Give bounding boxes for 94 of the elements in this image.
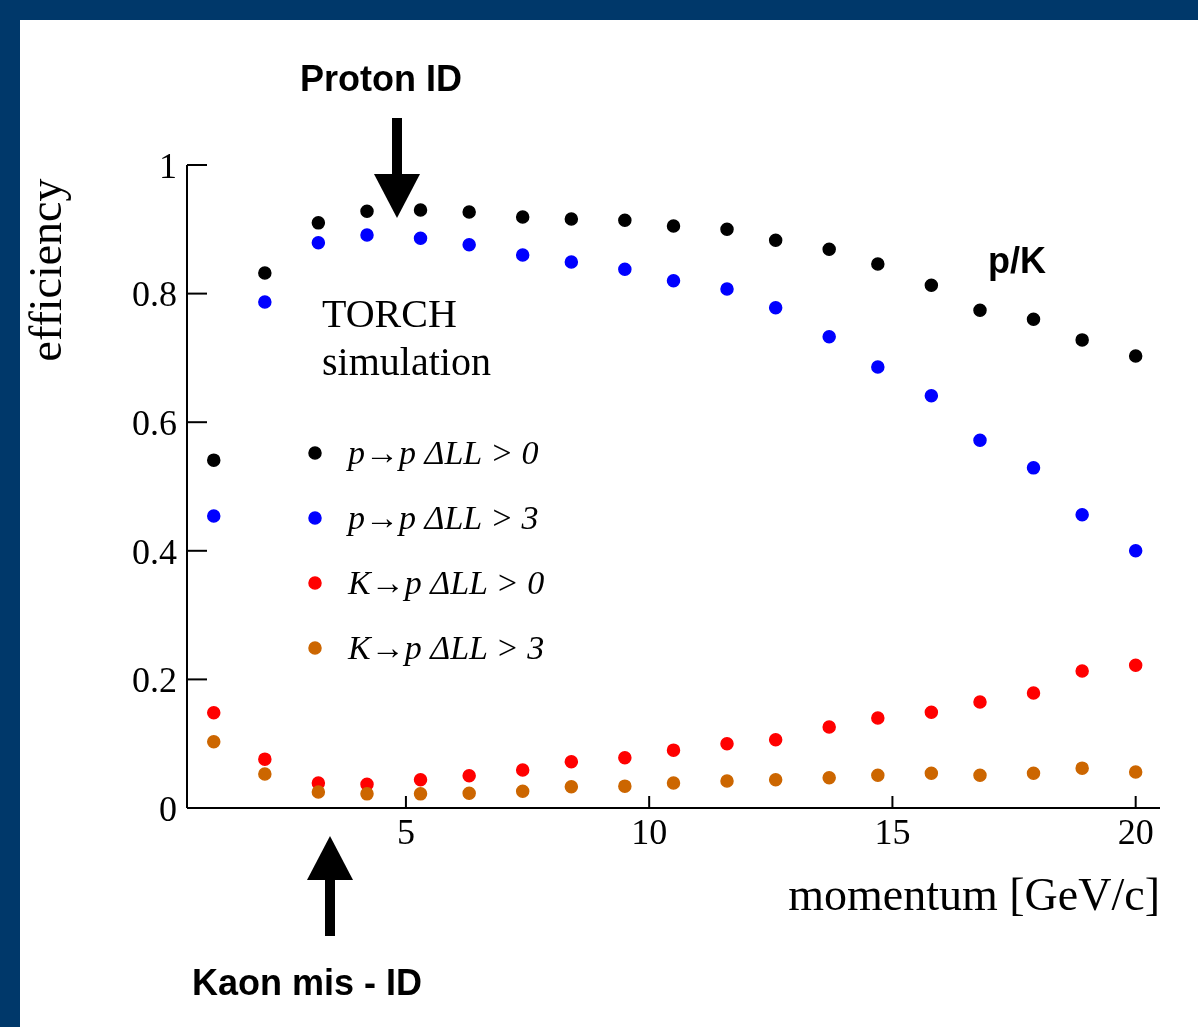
point: [564, 780, 579, 794]
point: [973, 768, 987, 782]
point: [1026, 686, 1041, 700]
point: [207, 706, 221, 720]
point: [720, 774, 734, 788]
point: [515, 763, 530, 777]
point: [1026, 461, 1041, 475]
point: [515, 210, 530, 224]
point: [871, 257, 885, 271]
point: [924, 278, 939, 292]
point: [564, 255, 579, 269]
point: [666, 219, 681, 233]
point: [618, 213, 632, 228]
point: [1128, 658, 1143, 672]
point: [666, 273, 681, 288]
point: [1075, 761, 1089, 775]
y-tick-label: 0: [159, 788, 177, 829]
point: [822, 242, 836, 256]
point: [822, 720, 836, 734]
point: [413, 787, 428, 801]
point: [871, 360, 885, 374]
y-tick-label: 0.4: [132, 531, 177, 572]
point: [207, 509, 221, 523]
annotation: p/K: [988, 240, 1046, 282]
point: [462, 769, 476, 783]
annotation: TORCH simulation: [322, 290, 492, 386]
point: [413, 231, 428, 246]
point: [360, 204, 374, 219]
point: [924, 389, 939, 403]
point: [515, 784, 530, 799]
point: [720, 282, 734, 296]
point: [258, 767, 272, 781]
point: [768, 772, 783, 787]
point: [515, 248, 530, 262]
x-tick-label: 10: [631, 811, 668, 852]
y-tick-label: 0.8: [132, 274, 177, 315]
point: [258, 752, 272, 766]
point: [1075, 664, 1089, 678]
point: [413, 203, 428, 217]
point: [768, 233, 783, 247]
point: [924, 766, 939, 781]
point: [768, 733, 783, 747]
point: [1026, 312, 1041, 327]
point: [924, 705, 939, 719]
legend-label: K→p ΔLL > 3: [348, 628, 545, 667]
point: [618, 262, 632, 276]
x-axis-title: momentum [GeV/c]: [788, 868, 1160, 921]
point: [564, 212, 579, 226]
point: [720, 222, 734, 237]
point: [1128, 544, 1143, 558]
x-tick-label: 20: [1117, 811, 1154, 852]
y-tick-label: 1: [159, 145, 177, 186]
point: [973, 303, 987, 318]
legend-label: p→p ΔLL > 3: [348, 498, 539, 537]
point: [1075, 333, 1089, 347]
point: [618, 751, 632, 765]
point: [564, 754, 579, 769]
text: Proton ID: [300, 58, 462, 100]
point: [311, 216, 326, 230]
point: [1128, 349, 1143, 363]
point: [618, 779, 632, 793]
point: [666, 743, 681, 757]
point: [973, 433, 987, 447]
point: [207, 735, 221, 749]
point: [768, 301, 783, 315]
point: [360, 787, 374, 801]
point: [462, 205, 476, 219]
y-axis-title: efficiency: [18, 178, 72, 362]
legend-label: p→p ΔLL > 0: [348, 433, 539, 472]
point: [822, 771, 836, 785]
point: [1026, 766, 1041, 781]
point: [413, 772, 428, 787]
point: [258, 266, 272, 280]
text: Kaon mis - ID: [192, 962, 423, 1004]
x-tick-label: 15: [874, 811, 911, 852]
y-tick-label: 0.2: [132, 660, 177, 701]
point: [871, 768, 885, 782]
point: [1128, 765, 1143, 779]
point: [258, 295, 272, 309]
point: [462, 786, 476, 800]
point: [1075, 508, 1089, 522]
point: [311, 236, 326, 250]
point: [822, 329, 836, 344]
point: [462, 237, 476, 252]
point: [666, 776, 681, 790]
legend-label: K→p ΔLL > 0: [348, 563, 545, 602]
point: [311, 785, 326, 799]
point: [207, 453, 221, 467]
y-tick-label: 0.6: [132, 402, 177, 443]
point: [360, 228, 374, 242]
point: [871, 711, 885, 725]
x-tick-label: 5: [396, 811, 415, 852]
point: [720, 736, 734, 751]
point: [973, 695, 987, 709]
